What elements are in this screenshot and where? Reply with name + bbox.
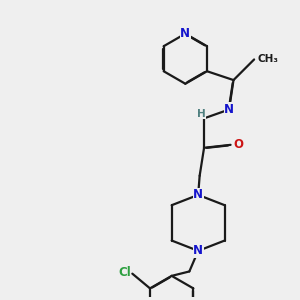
Text: O: O (233, 138, 244, 151)
Text: N: N (193, 244, 203, 257)
Text: CH₃: CH₃ (257, 55, 278, 64)
Text: N: N (224, 103, 234, 116)
Text: H: H (197, 109, 206, 119)
Text: N: N (180, 27, 190, 40)
Text: Cl: Cl (118, 266, 131, 279)
Text: N: N (193, 188, 203, 201)
